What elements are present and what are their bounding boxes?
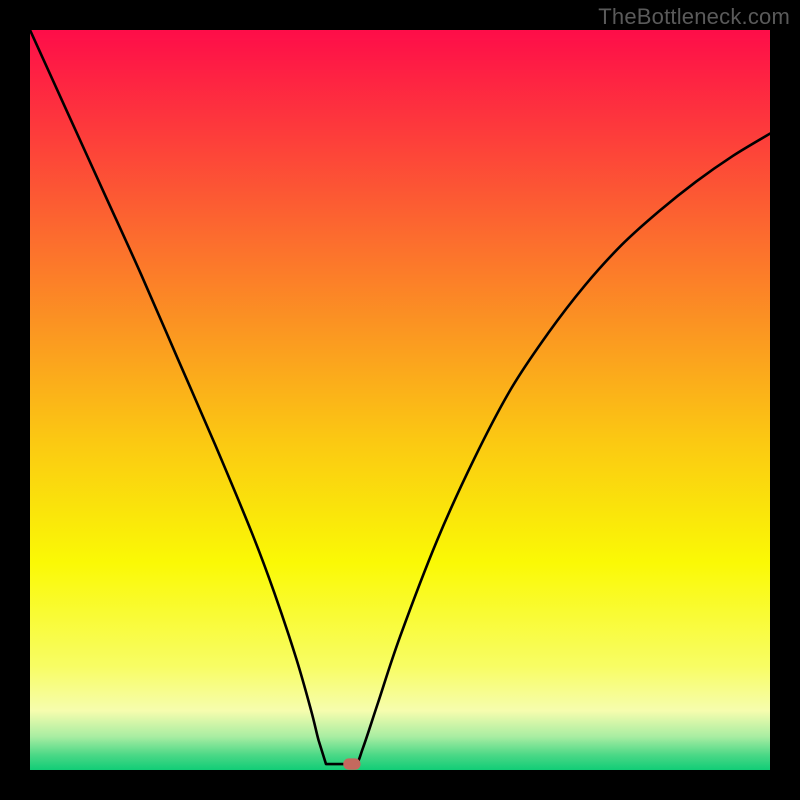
plot-area xyxy=(30,30,770,770)
optimum-marker xyxy=(344,759,360,769)
gradient-v-curve-chart xyxy=(30,30,770,770)
plot-background xyxy=(30,30,770,770)
chart-outer: TheBottleneck.com xyxy=(0,0,800,800)
watermark-text: TheBottleneck.com xyxy=(598,4,790,30)
